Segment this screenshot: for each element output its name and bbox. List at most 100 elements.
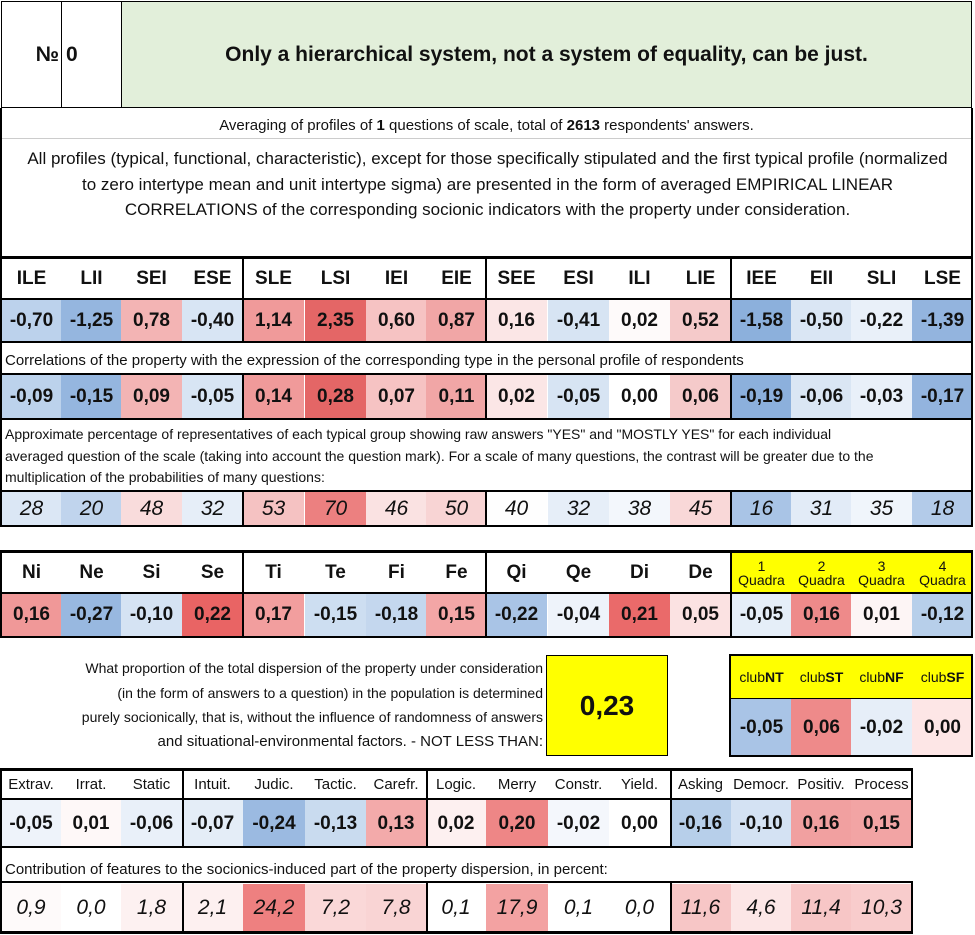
summary-description: All profiles (typical, functional, chara…	[27, 149, 948, 219]
function-label-di: Di	[630, 561, 649, 583]
type-profile-value: 1,14	[243, 299, 304, 342]
function-value: 0,22	[182, 593, 243, 637]
club-prefix: club	[739, 669, 765, 685]
clubs-mid-rule	[729, 698, 973, 699]
type-label-ese: ESE	[193, 268, 232, 289]
type-percentage-value: 32	[548, 491, 609, 526]
feature-value: -0,02	[548, 800, 609, 847]
quadra-value: 0,16	[791, 593, 852, 637]
dispersion-line-3: purely socionically, that is, without th…	[81, 709, 543, 725]
quadra-word: Quadra	[798, 571, 845, 588]
dispersion-line-1: What proportion of the total dispersion …	[85, 660, 543, 676]
left-frame	[0, 108, 2, 256]
function-value: 0,15	[426, 593, 487, 637]
club-code: ST	[825, 669, 844, 685]
features-group-divider	[182, 881, 184, 934]
quadra-number: 1	[757, 557, 766, 574]
quadra-value: 0,01	[851, 593, 912, 637]
feature-value: -0,16	[670, 800, 731, 847]
features-mid-rule	[0, 798, 913, 800]
feature-label: Logic.	[435, 776, 477, 793]
feature-value: -0,07	[182, 800, 243, 847]
function-value: -0,10	[121, 593, 182, 637]
feature-contribution: 11,6	[670, 884, 731, 931]
types-left-frame	[0, 341, 2, 527]
type-profile-value: -1,25	[61, 299, 122, 342]
club-code: SF	[946, 669, 965, 685]
type-profile-value: -0,70	[1, 299, 62, 342]
feature-label: Process	[854, 776, 909, 793]
type-correlation-value: -0,06	[791, 374, 852, 419]
club-label: club ST	[791, 656, 852, 698]
type-correlation-value: 0,02	[486, 374, 547, 419]
functions-group-divider	[485, 550, 487, 638]
dispersion-line-4: and situational-environmental factors. -…	[157, 732, 543, 750]
feature-value: -0,05	[1, 800, 61, 847]
function-label-ti: Ti	[265, 561, 282, 583]
quadra-word: Quadra	[858, 571, 905, 588]
function-label-fe: Fe	[445, 561, 468, 583]
type-percentage-value: 48	[121, 491, 182, 526]
type-label-eie: EIE	[441, 268, 472, 289]
type-label-lii: LII	[80, 268, 103, 289]
feature-value: -0,10	[731, 800, 791, 847]
feature-contribution: 11,4	[791, 884, 851, 931]
type-label-lie: LIE	[685, 268, 716, 289]
type-profile-value: -1,39	[912, 299, 973, 342]
quadra-label-4: 4 Quadra	[912, 553, 973, 592]
feature-contribution: 2,1	[182, 884, 243, 931]
function-value: -0,15	[305, 593, 366, 637]
type-label-ile: ILE	[16, 268, 47, 289]
number-value-cell: 0	[61, 1, 122, 108]
types-group-divider	[485, 490, 487, 526]
type-percentage-value: 32	[182, 491, 243, 526]
clubs-left-rule	[729, 654, 731, 757]
types-pct-bottom-rule	[0, 525, 973, 527]
type-percentage-value: 45	[670, 491, 731, 526]
page-title: Only a hierarchical system, not a system…	[225, 42, 868, 66]
type-profile-value: 0,16	[486, 299, 547, 342]
feature-label: Static	[132, 776, 171, 793]
percentage-caption-2: averaged question of the scale (taking i…	[5, 448, 874, 464]
feature-contribution: 17,9	[486, 884, 548, 931]
quadra-number: 3	[877, 557, 886, 574]
summary-top-rule	[0, 138, 973, 139]
clubs-bottom-rule	[729, 755, 973, 757]
feature-label: Merry	[497, 776, 537, 793]
types-group-divider	[730, 256, 732, 342]
type-correlation-value: -0,05	[548, 374, 609, 419]
function-label-qe: Qe	[565, 561, 592, 583]
type-correlation-value: -0,09	[1, 374, 62, 419]
type-correlation-value: 0,28	[305, 374, 366, 419]
features-group-divider	[0, 768, 2, 848]
types-corr-bottom-rule	[0, 418, 973, 420]
clubs-top-rule	[729, 654, 973, 656]
summary-suffix: respondents' answers.	[600, 116, 754, 134]
type-profile-value: -0,40	[182, 299, 243, 342]
quadra-value: -0,12	[912, 593, 973, 637]
type-percentage-value: 20	[61, 491, 122, 526]
function-label-se: Se	[200, 561, 225, 583]
functions-group-divider	[730, 550, 732, 638]
type-profile-value: 2,35	[305, 299, 366, 342]
type-correlation-value: 0,14	[243, 374, 304, 419]
types-group-divider	[242, 490, 244, 526]
quadra-label-1: 1 Quadra	[731, 553, 792, 592]
feature-value: -0,13	[305, 800, 366, 847]
type-label-iee: IEE	[746, 268, 777, 289]
club-value: -0,02	[851, 699, 912, 756]
feature-contribution: 0,9	[1, 884, 61, 931]
type-profile-value: -0,41	[548, 299, 609, 342]
functions-group-divider	[971, 550, 973, 638]
feature-value: 0,15	[851, 800, 912, 847]
features-group-divider	[670, 768, 672, 848]
type-correlation-value: -0,17	[912, 374, 973, 419]
feature-label: Constr.	[554, 776, 603, 793]
type-profile-value: 0,60	[366, 299, 427, 342]
type-percentage-value: 70	[305, 491, 366, 526]
feature-contribution: 0,1	[548, 884, 609, 931]
function-label-te: Te	[325, 561, 346, 583]
questions-count: 1	[376, 116, 385, 134]
feature-label: Irrat.	[75, 776, 107, 793]
type-percentage-value: 18	[912, 491, 973, 526]
